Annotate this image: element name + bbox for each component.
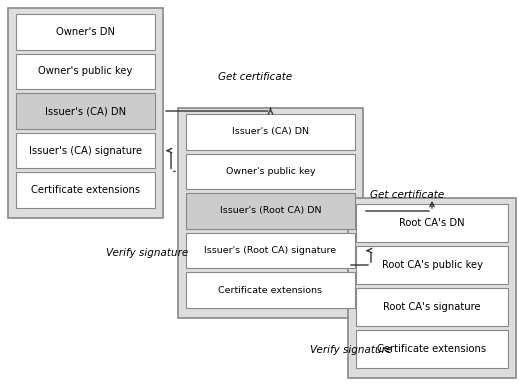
Bar [186,193,355,229]
Text: Owner's public key: Owner's public key [38,66,133,76]
Text: Certificate extensions: Certificate extensions [31,185,140,195]
Bar [356,246,508,284]
Bar [178,108,363,318]
Text: Get certificate: Get certificate [218,72,292,82]
Text: Issuer's (CA) signature: Issuer's (CA) signature [29,145,142,156]
Text: Verify signature: Verify signature [310,345,392,355]
Text: Verify signature: Verify signature [106,248,188,258]
Text: Root CA's public key: Root CA's public key [382,260,482,270]
Bar [356,204,508,242]
Bar [186,154,355,189]
Text: Owner's DN: Owner's DN [56,27,115,37]
Text: Issuer's (CA) DN: Issuer's (CA) DN [45,106,126,116]
Bar [16,54,155,89]
Bar [348,198,516,378]
Bar [356,330,508,368]
Text: Root CA's signature: Root CA's signature [383,302,481,312]
Text: Issuer's (Root CA) DN: Issuer's (Root CA) DN [220,206,321,215]
Text: Root CA's DN: Root CA's DN [399,218,465,228]
Text: Issuer's (CA) DN: Issuer's (CA) DN [232,127,309,136]
Text: Certificate extensions: Certificate extensions [377,344,487,354]
Bar [16,93,155,129]
Bar [16,133,155,169]
Bar [186,273,355,308]
Bar [16,14,155,50]
Bar [16,172,155,208]
Text: Issuer's (Root CA) signature: Issuer's (Root CA) signature [204,246,337,255]
Bar [356,288,508,326]
Text: Certificate extensions: Certificate extensions [218,286,322,295]
Text: Get certificate: Get certificate [370,190,444,200]
Bar [8,8,163,218]
Bar [186,114,355,150]
Bar [186,233,355,268]
Text: Owner's public key: Owner's public key [226,167,316,176]
